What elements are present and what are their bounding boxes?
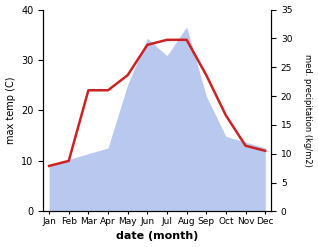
Y-axis label: med. precipitation (kg/m2): med. precipitation (kg/m2)	[303, 54, 313, 167]
Y-axis label: max temp (C): max temp (C)	[5, 77, 16, 144]
X-axis label: date (month): date (month)	[116, 231, 198, 242]
